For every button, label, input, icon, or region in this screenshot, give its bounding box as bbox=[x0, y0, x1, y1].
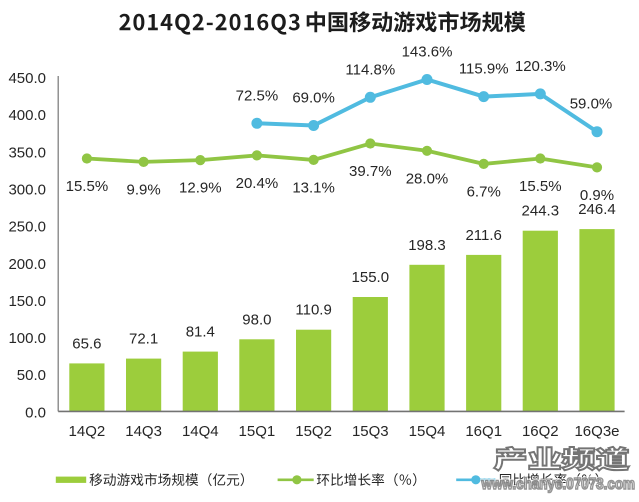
svg-text:www.chanye.07073.com: www.chanye.07073.com bbox=[481, 476, 635, 493]
svg-text:15.5%: 15.5% bbox=[519, 178, 562, 195]
svg-text:16Q1: 16Q1 bbox=[465, 423, 502, 440]
svg-text:59.0%: 59.0% bbox=[570, 96, 613, 113]
svg-text:400.0: 400.0 bbox=[8, 107, 46, 124]
svg-text:450.0: 450.0 bbox=[8, 70, 46, 87]
svg-text:69.0%: 69.0% bbox=[292, 90, 335, 107]
svg-text:0.9%: 0.9% bbox=[580, 187, 614, 204]
svg-text:246.4: 246.4 bbox=[578, 201, 616, 218]
svg-text:72.5%: 72.5% bbox=[236, 87, 279, 104]
svg-text:15Q4: 15Q4 bbox=[409, 423, 446, 440]
svg-text:150.0: 150.0 bbox=[8, 293, 46, 310]
svg-text:15.5%: 15.5% bbox=[66, 178, 109, 195]
svg-text:15Q2: 15Q2 bbox=[295, 423, 332, 440]
svg-text:250.0: 250.0 bbox=[8, 219, 46, 236]
svg-text:13.1%: 13.1% bbox=[292, 179, 335, 196]
svg-text:28.0%: 28.0% bbox=[406, 170, 449, 187]
svg-text:39.7%: 39.7% bbox=[349, 163, 392, 180]
svg-text:50.0: 50.0 bbox=[17, 367, 46, 384]
svg-text:12.9%: 12.9% bbox=[179, 180, 222, 197]
svg-text:110.9: 110.9 bbox=[295, 302, 331, 319]
svg-text:300.0: 300.0 bbox=[8, 182, 46, 199]
svg-text:115.9%: 115.9% bbox=[459, 61, 509, 78]
svg-text:15Q1: 15Q1 bbox=[239, 423, 276, 440]
svg-text:200.0: 200.0 bbox=[8, 256, 46, 273]
svg-text:350.0: 350.0 bbox=[8, 144, 46, 161]
svg-text:16Q2: 16Q2 bbox=[522, 423, 559, 440]
svg-text:143.6%: 143.6% bbox=[402, 44, 453, 61]
svg-text:198.3: 198.3 bbox=[408, 237, 446, 254]
svg-text:120.3%: 120.3% bbox=[515, 58, 566, 75]
svg-text:244.3: 244.3 bbox=[522, 203, 560, 220]
svg-text:72.1: 72.1 bbox=[129, 331, 158, 348]
svg-text:14Q2: 14Q2 bbox=[69, 423, 106, 440]
svg-text:9.9%: 9.9% bbox=[126, 181, 160, 198]
svg-text:0.0: 0.0 bbox=[25, 404, 46, 421]
svg-text:16Q3e: 16Q3e bbox=[574, 423, 619, 440]
svg-text:81.4: 81.4 bbox=[186, 324, 215, 341]
svg-text:15Q3: 15Q3 bbox=[352, 423, 389, 440]
svg-text:65.6: 65.6 bbox=[72, 335, 101, 352]
svg-text:155.0: 155.0 bbox=[352, 269, 390, 286]
svg-text:98.0: 98.0 bbox=[242, 311, 271, 328]
svg-text:100.0: 100.0 bbox=[8, 330, 46, 347]
svg-text:211.6: 211.6 bbox=[465, 227, 501, 244]
svg-text:www.chanye.07073.com: www.chanye.07073.com bbox=[481, 476, 635, 493]
svg-text:6.7%: 6.7% bbox=[467, 183, 501, 200]
svg-text:14Q3: 14Q3 bbox=[125, 423, 162, 440]
svg-text:20.4%: 20.4% bbox=[236, 175, 279, 192]
svg-text:114.8%: 114.8% bbox=[345, 61, 395, 78]
svg-text:14Q4: 14Q4 bbox=[182, 423, 219, 440]
